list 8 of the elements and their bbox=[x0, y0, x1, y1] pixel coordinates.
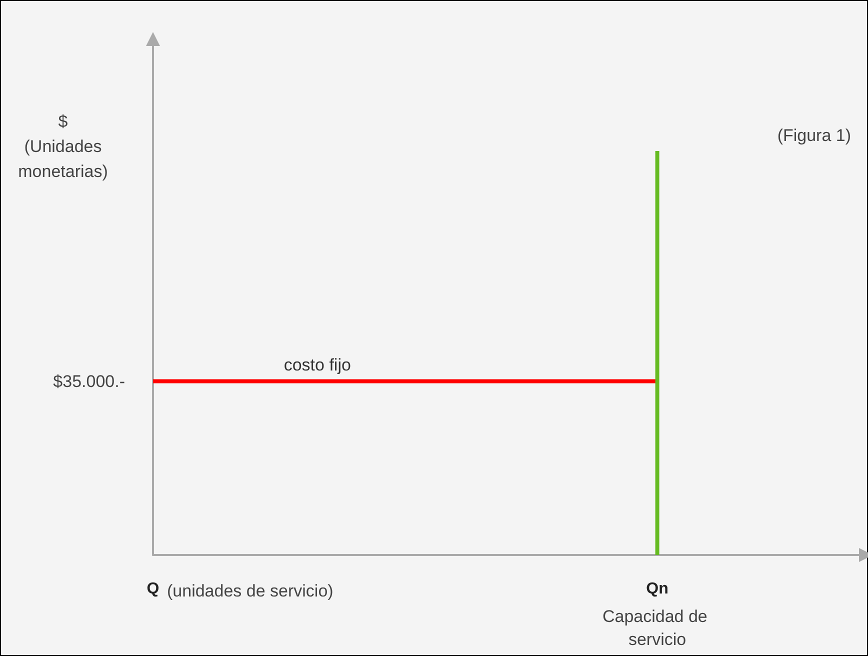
text: $35.000.- bbox=[53, 372, 125, 391]
series-label: costo fijo bbox=[284, 355, 351, 374]
x-tick-label: Qn bbox=[646, 580, 668, 598]
x-axis-title: (unidades de servicio) bbox=[167, 582, 334, 600]
y-axis-title: $ (Unidades monetarias) bbox=[18, 112, 108, 181]
text: Capacidad de servicio bbox=[602, 607, 712, 649]
text: (Figura 1) bbox=[777, 126, 851, 145]
x-tick-label: Q bbox=[146, 580, 160, 598]
